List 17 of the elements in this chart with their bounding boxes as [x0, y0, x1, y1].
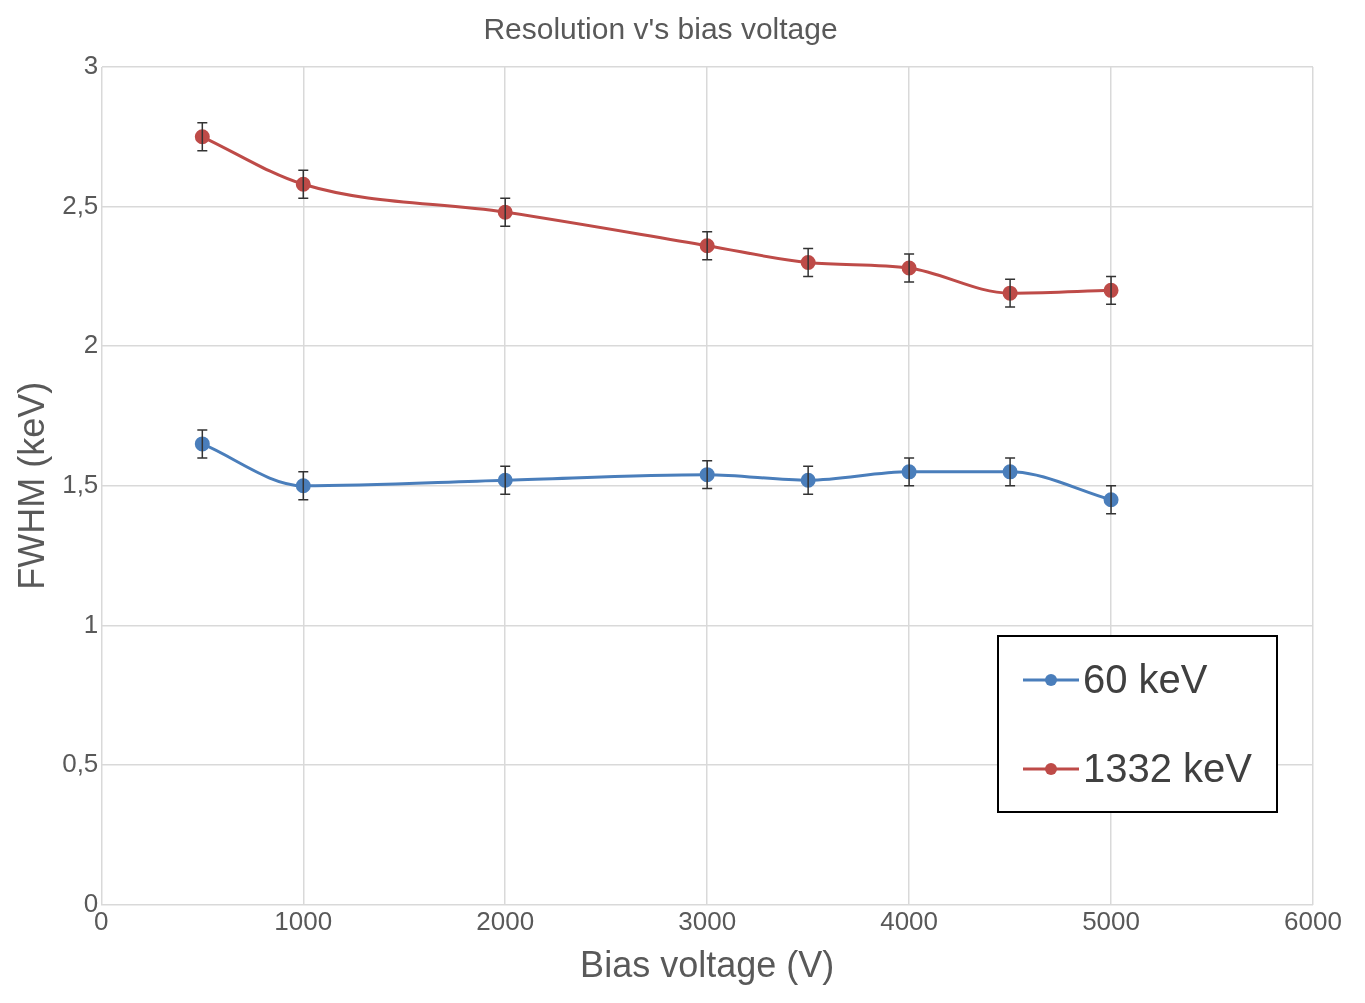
x-tick-label: 4000 [880, 906, 939, 937]
x-tick-label: 1000 [274, 906, 333, 937]
x-tick-label: 2000 [476, 906, 535, 937]
x-tick-label: 3000 [678, 906, 737, 937]
y-axis-title: FWHM (keV) [10, 381, 52, 590]
legend-label: 60 keV [1082, 657, 1208, 702]
chart-title: Resolution v's bias voltage [483, 12, 838, 46]
y-tick-label: 1,5 [62, 468, 99, 499]
x-axis-title: Bias voltage (V) [580, 944, 835, 986]
y-tick-label: 0,5 [62, 748, 99, 779]
y-tick-label: 3 [83, 50, 99, 81]
y-tick-label: 2,5 [62, 189, 99, 220]
x-tick-label: 5000 [1082, 906, 1140, 937]
y-tick-label: 1 [83, 608, 99, 639]
legend-label: 1332 keV [1082, 746, 1252, 791]
y-tick-label: 2 [83, 329, 99, 360]
x-tick-label: 6000 [1284, 906, 1342, 937]
